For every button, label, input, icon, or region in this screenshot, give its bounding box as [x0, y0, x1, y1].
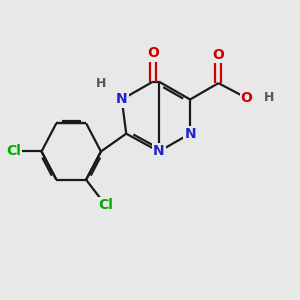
Text: Cl: Cl — [98, 198, 113, 212]
Text: H: H — [96, 76, 106, 90]
Text: N: N — [116, 92, 128, 106]
Text: O: O — [147, 46, 159, 60]
Text: N: N — [153, 145, 165, 158]
Text: O: O — [241, 91, 253, 105]
Text: Cl: Cl — [6, 145, 21, 158]
Text: H: H — [264, 92, 274, 104]
Text: N: N — [184, 127, 196, 141]
Text: O: O — [212, 48, 224, 62]
